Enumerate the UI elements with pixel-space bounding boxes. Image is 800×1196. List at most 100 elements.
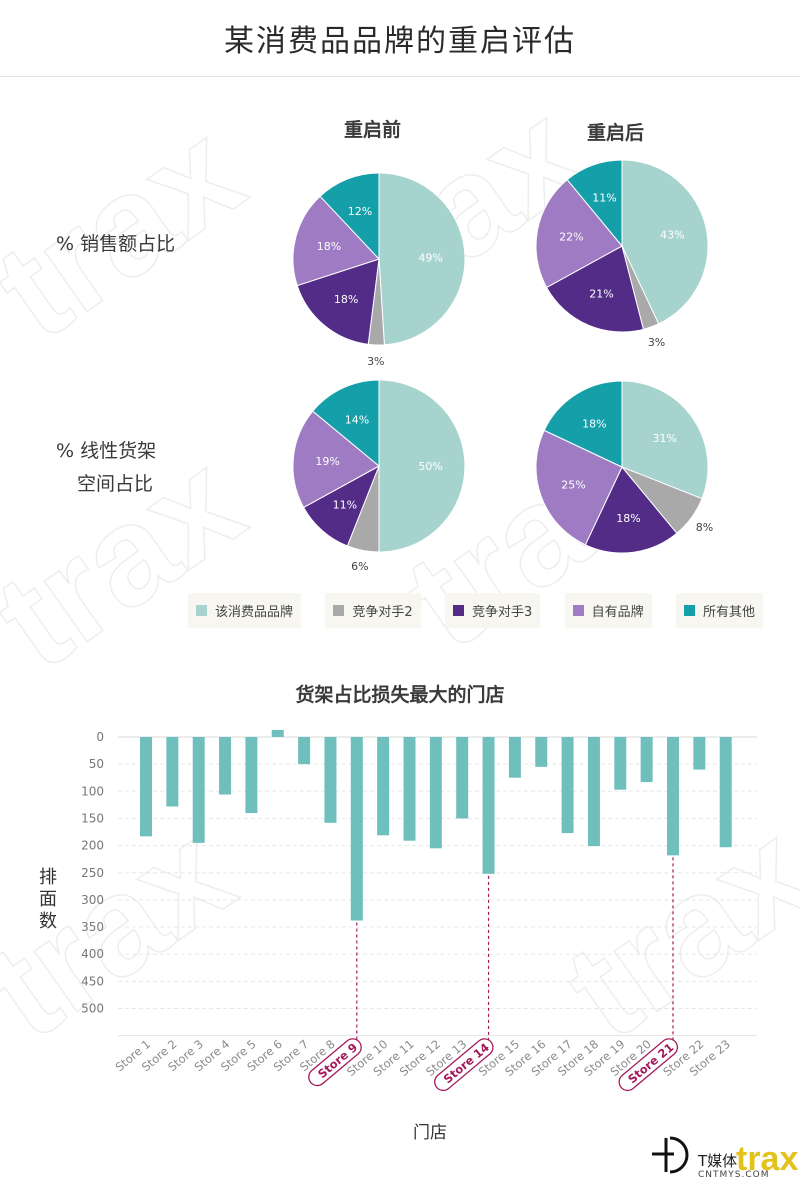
highlight-pill xyxy=(434,1038,494,1092)
footer-logo: T媒体 CNTMYS.COM trax xyxy=(648,1132,798,1192)
legend-label: 该消费品品牌 xyxy=(215,604,294,620)
pie-label: 11% xyxy=(592,191,616,204)
bar-store-16 xyxy=(535,737,548,767)
bar-store-14 xyxy=(482,737,495,874)
pie-label: 21% xyxy=(589,287,613,300)
bar-store-9 xyxy=(350,737,363,921)
bar-store-5 xyxy=(245,737,258,814)
pie-slice-competitor3 xyxy=(296,258,380,345)
legend: 该消费品品牌 竞争对手2 竞争对手3 自有品牌 所有其他 xyxy=(188,585,763,635)
column-head-before: 重启前 xyxy=(344,119,402,141)
pie-slice-private-label xyxy=(535,179,623,289)
bar-store-7 xyxy=(298,737,311,765)
pie-slice-others xyxy=(566,159,623,248)
pie-label: 43% xyxy=(660,229,684,242)
pie-label: 14% xyxy=(345,413,369,426)
legend-item-private-label: 自有品牌 xyxy=(564,592,652,628)
highlight-pill xyxy=(618,1038,679,1092)
bar-store-20 xyxy=(640,737,653,783)
legend-label: 自有品牌 xyxy=(591,604,644,620)
legend-swatch xyxy=(196,604,207,616)
y-tick-label: 50 xyxy=(89,757,104,771)
bar-store-13 xyxy=(456,737,469,819)
row-label-shelf-1: % 线性货架 xyxy=(56,440,157,462)
pie-slice-private-label xyxy=(292,195,380,287)
pie-label: 18% xyxy=(582,417,606,430)
pie-label: 19% xyxy=(315,455,339,468)
bar-store-21 xyxy=(667,737,679,856)
bar-store-19 xyxy=(614,737,627,790)
page-title: 某消费品品牌的重启评估 xyxy=(224,24,576,59)
pie-label: 12% xyxy=(348,205,372,218)
bar-store-3 xyxy=(192,737,205,843)
legend-label: 所有其他 xyxy=(702,604,755,620)
legend-swatch xyxy=(683,604,695,616)
legend-item-brand: 该消费品品牌 xyxy=(188,592,302,628)
legend-swatch xyxy=(333,604,345,616)
title-bar: 某消费品品牌的重启评估 xyxy=(0,0,800,77)
y-tick-label: 150 xyxy=(81,811,104,825)
pie-label: 3% xyxy=(367,355,384,368)
pie-label: 18% xyxy=(334,293,358,306)
legend-label: 竞争对手3 xyxy=(471,604,533,620)
bar-store-2 xyxy=(166,737,179,807)
row-label-shelf-2: 空间占比 xyxy=(77,473,154,495)
pie-label: 8% xyxy=(696,521,713,534)
pie-slice-others xyxy=(319,172,380,261)
legend-item-others: 所有其他 xyxy=(675,592,763,628)
legend-swatch xyxy=(452,604,464,616)
y-tick-label: 200 xyxy=(81,839,104,853)
y-tick-label: 0 xyxy=(96,730,104,744)
pie-slice-others xyxy=(543,380,623,468)
pie-slice-others xyxy=(312,379,380,468)
x-axis-label: 门店 xyxy=(413,1123,447,1143)
pie-slice-competitor3 xyxy=(584,466,678,554)
pie-label: 31% xyxy=(652,432,676,445)
pie-charts: 49% 3% 18% 18% 12% 43% 3% 21% 22% 11% 50% 6% 11% 19% 1… xyxy=(292,159,713,573)
y-tick-label: 250 xyxy=(81,866,104,880)
bar-store-11 xyxy=(403,737,416,841)
bar-store-15 xyxy=(508,737,521,778)
pie-slice-private-label xyxy=(535,429,623,546)
bar-store-17 xyxy=(561,737,574,834)
legend-item-competitor2: 竞争对手2 xyxy=(325,592,421,628)
pie-label: 6% xyxy=(351,560,368,573)
bar-store-8 xyxy=(324,737,337,823)
pie-slice-brand xyxy=(621,380,709,500)
legend-item-competitor3: 竞争对手3 xyxy=(444,592,541,628)
tmt-logo-icon xyxy=(652,1136,689,1174)
pie-label: 49% xyxy=(418,251,442,264)
y-tick-label: 400 xyxy=(81,947,104,961)
footer-brand: T媒体 xyxy=(698,1152,738,1170)
pie-label: 18% xyxy=(616,512,640,525)
y-tick-label: 350 xyxy=(81,920,104,934)
pie-label: 50% xyxy=(418,460,442,473)
y-tick-label: 450 xyxy=(81,974,104,988)
pie-label: 22% xyxy=(559,230,583,243)
pie-label: 11% xyxy=(333,499,357,512)
bar-chart-title: 货架占比损失最大的门店 xyxy=(295,684,505,706)
highlight-pill xyxy=(308,1038,362,1087)
bar-store-18 xyxy=(587,737,600,847)
footer-trax-logo: trax xyxy=(736,1140,799,1178)
pie-label: 3% xyxy=(648,336,665,349)
y-tick-label: 100 xyxy=(81,784,104,798)
pie-slice-brand xyxy=(378,379,466,553)
y-tick-label: 500 xyxy=(81,1002,104,1016)
column-head-after: 重启后 xyxy=(587,122,645,144)
pie-slice-brand xyxy=(378,172,466,346)
bar-store-22 xyxy=(693,737,706,770)
bar-store-10 xyxy=(377,737,390,836)
bar-store-12 xyxy=(429,737,442,849)
legend-label: 竞争对手2 xyxy=(352,604,413,620)
bar-store-4 xyxy=(219,737,232,795)
bar-store-6 xyxy=(271,729,284,737)
pie-slice-private-label xyxy=(292,410,380,509)
pie-slice-brand xyxy=(621,159,709,325)
pie-label: 18% xyxy=(317,240,341,253)
pie-slice-competitor3 xyxy=(545,245,644,333)
legend-swatch xyxy=(572,604,584,616)
y-tick-label: 300 xyxy=(81,893,104,907)
bar-store-1 xyxy=(140,737,152,837)
